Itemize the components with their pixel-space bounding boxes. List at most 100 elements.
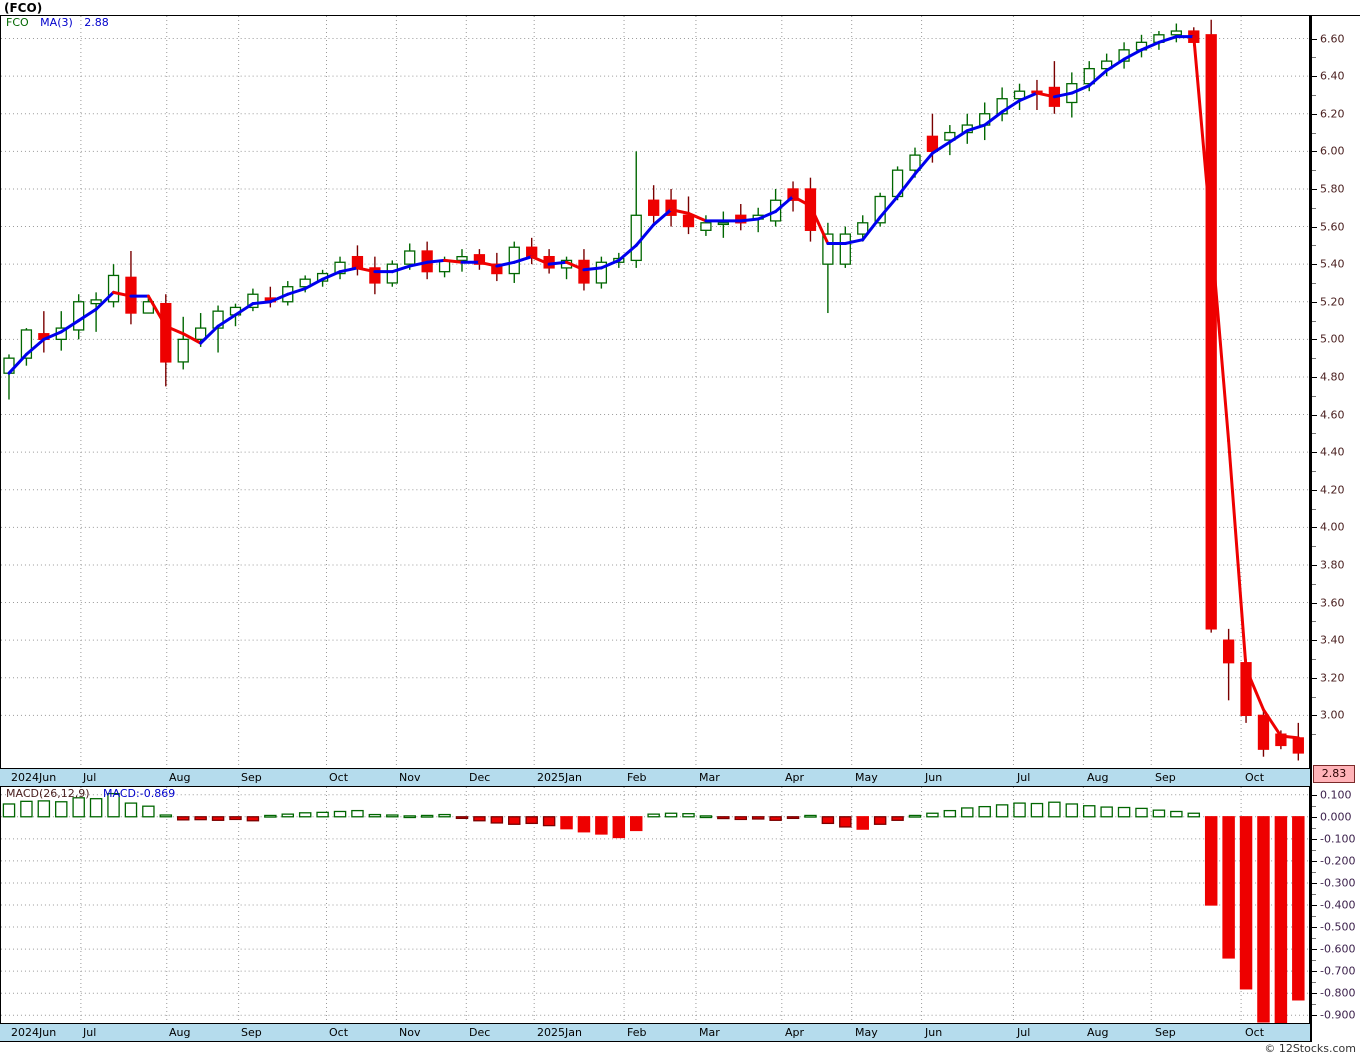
candle-body: [491, 263, 503, 275]
price-axis-tick-label: 4.40: [1320, 445, 1345, 459]
date-strip-lower: 2024Jun Jul Aug Sep Oct Nov Dec 2025Jan Feb Mar Ap…: [0, 1023, 1310, 1042]
ma-line-segment-up: [59, 319, 81, 334]
macd-histogram-bar-positive: [1082, 805, 1096, 818]
price-axis-minor-tick: [1312, 395, 1316, 397]
candle-body: [1170, 30, 1182, 36]
ma-line-segment-up: [1087, 69, 1109, 88]
date-tick-label: Aug: [1087, 1026, 1109, 1039]
macd-chart-panel[interactable]: MACD(26,12,9) MACD:-0.869: [0, 787, 1310, 1023]
price-axis-tick-label: 6.00: [1320, 144, 1345, 158]
macd-axis-tick-label: -0.300: [1320, 876, 1356, 890]
candle-body: [996, 98, 1008, 115]
candle-body: [578, 259, 590, 284]
candle-body: [630, 214, 642, 262]
macd-axis-minor-tick: [1312, 982, 1316, 984]
price-axis-tick-label: 3.60: [1320, 596, 1345, 610]
macd-histogram-bar-positive: [664, 812, 678, 818]
candle-body: [299, 278, 311, 288]
date-tick-label: May: [855, 1026, 878, 1039]
macd-histogram-bar-negative: [734, 816, 748, 821]
macd-plot-svg: [1, 787, 1309, 1023]
price-axis-tick-label: 6.40: [1320, 69, 1345, 83]
price-axis-tick-mark: [1312, 715, 1317, 717]
macd-histogram-bar-negative: [717, 816, 730, 820]
ma-line-segment-up: [861, 215, 882, 242]
price-axis-tick-mark: [1312, 151, 1317, 153]
macd-axis-minor-tick: [1312, 827, 1316, 829]
macd-axis-tick-mark: [1312, 816, 1317, 818]
price-axis-minor-tick: [1312, 207, 1316, 209]
date-tick-label: Jul: [1017, 1026, 1031, 1039]
macd-histogram-bar-negative: [612, 816, 626, 839]
macd-histogram-bar-positive: [333, 810, 347, 818]
candle-body: [473, 254, 486, 265]
date-tick-label: Aug: [169, 771, 191, 784]
macd-axis-minor-tick: [1312, 916, 1316, 918]
macd-axis-tick-label: -0.100: [1320, 832, 1356, 846]
macd-axis-tick-mark: [1312, 905, 1317, 906]
price-axis-tick-label: 5.80: [1320, 182, 1345, 196]
macd-histogram-bar-positive: [316, 811, 329, 818]
macd-histogram-bar-negative: [194, 816, 207, 821]
date-tick-label: Feb: [627, 771, 647, 784]
candle-body: [456, 255, 468, 262]
ma-line-segment-down: [687, 211, 708, 223]
price-axis-minor-tick: [1312, 57, 1316, 59]
date-tick-label: Jul: [83, 771, 97, 784]
macd-histogram-bar-negative: [1257, 816, 1270, 1023]
price-chart-panel[interactable]: FCO MA(3) 2.88: [0, 16, 1310, 768]
macd-histogram-bar-negative: [595, 816, 608, 835]
price-axis-tick-label: 3.00: [1320, 708, 1345, 722]
price-axis-tick-mark: [1312, 640, 1317, 642]
current-price-tag: 2.83: [1313, 765, 1355, 783]
ma-line-segment-up: [1018, 91, 1039, 103]
ma-line-segment-up: [94, 290, 116, 311]
macd-histogram-bar-negative: [873, 816, 887, 825]
price-axis-minor-tick: [1312, 734, 1316, 736]
candle-body: [944, 131, 956, 141]
ma-line-segment-up: [739, 217, 760, 223]
price-axis-tick-label: 4.60: [1320, 408, 1345, 422]
candle-body: [20, 329, 33, 359]
ma-line-segment-down: [112, 290, 133, 298]
date-tick-label: Jun: [925, 1026, 943, 1039]
candle-body: [1257, 714, 1270, 750]
price-axis-tick-mark: [1312, 414, 1317, 416]
macd-histogram-bar-negative: [821, 816, 835, 825]
price-axis-tick-mark: [1312, 602, 1317, 604]
macd-axis-tick-mark: [1312, 971, 1317, 973]
macd-histogram-bar-negative: [751, 816, 765, 820]
macd-histogram-bar-negative: [525, 816, 538, 825]
candle-body: [700, 222, 712, 231]
ma-line-segment-up: [199, 324, 220, 345]
ma-line-segment-up: [408, 260, 429, 268]
macd-histogram-bar-positive: [37, 800, 51, 818]
price-axis-tick-label: 6.60: [1320, 32, 1345, 46]
candle-body: [648, 199, 660, 216]
price-axis-tick-label: 5.40: [1320, 257, 1345, 271]
candle-body: [909, 154, 921, 171]
price-axis-tick-label: 5.00: [1320, 332, 1345, 346]
candle-body: [682, 214, 695, 228]
price-axis-minor-tick: [1312, 696, 1316, 698]
ma-line-segment-up: [42, 330, 63, 341]
price-axis-tick-mark: [1312, 76, 1317, 78]
ma-line-segment-down: [565, 260, 586, 272]
date-tick-label: 2025Jan: [537, 1026, 582, 1039]
macd-histogram-bar-negative: [769, 816, 782, 821]
price-axis-tick-label: 4.80: [1320, 370, 1345, 384]
ma-line-segment-up: [1157, 35, 1178, 44]
ma-line-segment-up: [547, 260, 569, 266]
ma-line-segment-down: [1261, 708, 1283, 738]
price-axis-tick-mark: [1312, 452, 1317, 454]
ma-line-segment-down: [1244, 666, 1265, 712]
candle-body: [1292, 737, 1304, 754]
macd-axis-tick-label: 0.100: [1320, 788, 1352, 802]
price-axis-minor-tick: [1312, 470, 1316, 472]
macd-histogram-bar-negative: [891, 816, 904, 821]
price-axis-tick-mark: [1312, 188, 1317, 190]
ma-line-segment-up: [425, 258, 447, 264]
ma-line-segment-up: [878, 194, 900, 219]
macd-histogram-bar-negative: [211, 816, 225, 821]
price-axis-minor-tick: [1312, 358, 1316, 360]
